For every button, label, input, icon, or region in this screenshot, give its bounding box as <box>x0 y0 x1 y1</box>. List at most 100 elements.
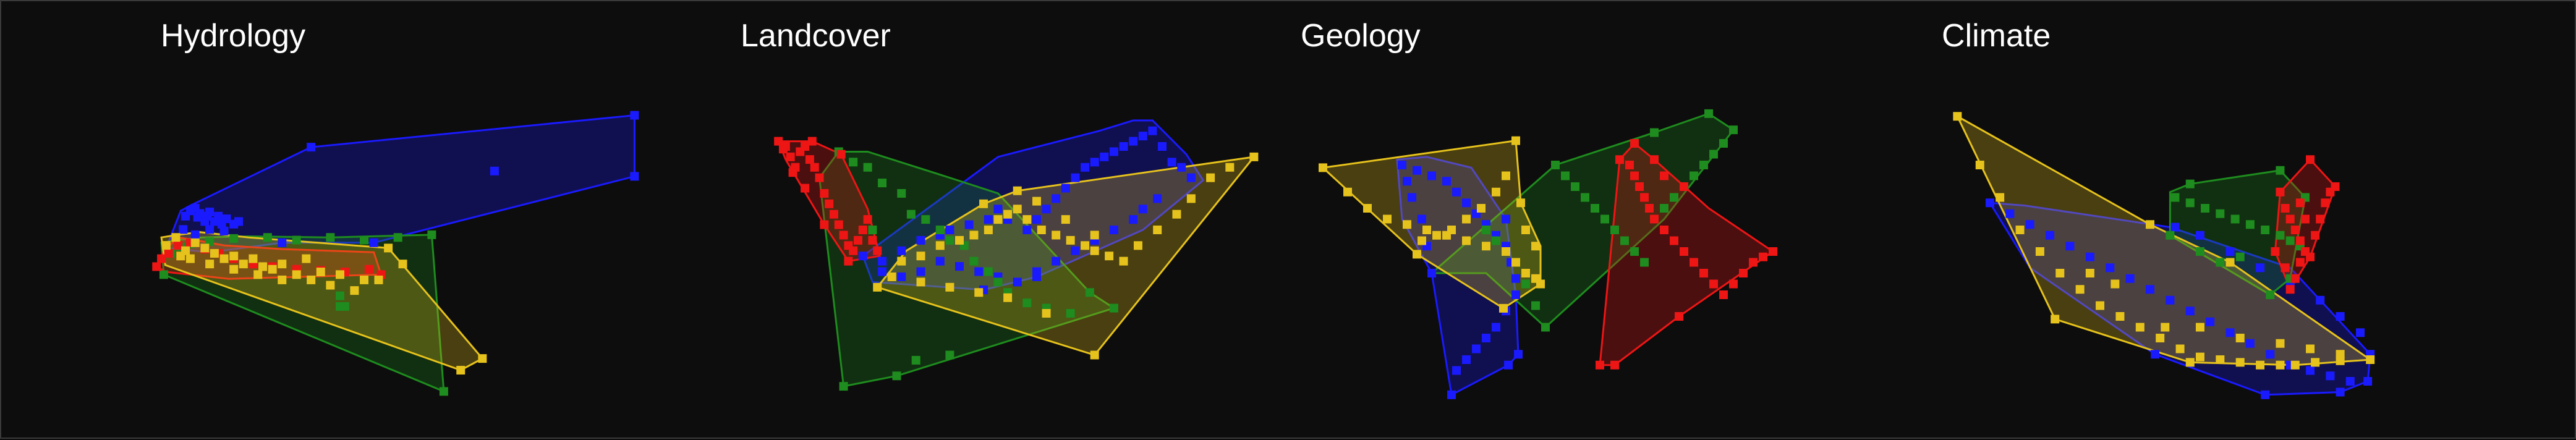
point-series-3 <box>1502 247 1510 256</box>
point-series-0 <box>2125 274 2135 283</box>
point-series-3 <box>229 252 239 261</box>
point-series-3 <box>1061 215 1070 224</box>
point-series-0 <box>2106 263 2115 273</box>
point-series-0 <box>878 267 887 276</box>
point-series-1 <box>984 267 993 276</box>
point-series-0 <box>1186 173 1196 182</box>
point-series-3 <box>2235 334 2245 342</box>
point-series-2 <box>2295 258 2305 267</box>
point-series-3 <box>993 215 1003 224</box>
point-series-2 <box>788 168 797 177</box>
point-series-0 <box>1985 198 1994 208</box>
point-series-1 <box>993 277 1003 287</box>
point-series-3 <box>253 270 263 279</box>
point-series-0 <box>1138 132 1147 141</box>
point-series-3 <box>1037 226 1046 234</box>
point-series-3 <box>249 254 258 263</box>
point-series-0 <box>945 226 954 234</box>
point-series-3 <box>2135 323 2145 332</box>
hull-series-3 <box>1955 114 2373 366</box>
point-series-3 <box>1343 187 1352 197</box>
point-series-1 <box>839 382 848 391</box>
point-series-3 <box>478 354 487 363</box>
point-series-0 <box>214 211 223 221</box>
point-series-3 <box>302 254 311 263</box>
point-series-3 <box>1090 350 1099 360</box>
point-series-1 <box>935 226 945 234</box>
point-series-0 <box>234 217 243 226</box>
point-series-3 <box>2306 344 2315 353</box>
point-series-3 <box>1249 152 1259 161</box>
point-series-2 <box>2316 214 2325 224</box>
point-series-2 <box>1749 258 1758 267</box>
point-series-3 <box>1066 235 1075 245</box>
point-series-2 <box>1769 247 1777 256</box>
point-series-2 <box>844 256 853 266</box>
point-series-0 <box>1052 256 1061 266</box>
point-series-1 <box>2216 258 2225 267</box>
point-series-2 <box>2281 204 2290 213</box>
plot-geology <box>1319 109 1777 399</box>
point-series-3 <box>916 252 925 261</box>
point-series-3 <box>292 270 301 279</box>
point-series-1 <box>911 355 920 365</box>
point-series-3 <box>2035 247 2044 256</box>
point-series-0 <box>1032 272 1041 281</box>
point-series-1 <box>878 179 887 188</box>
point-series-0 <box>1158 142 1167 151</box>
point-series-3 <box>2146 220 2154 229</box>
point-series-2 <box>820 188 829 198</box>
point-series-0 <box>1167 158 1176 167</box>
point-series-1 <box>2185 198 2195 208</box>
point-series-3 <box>1953 112 1962 121</box>
point-series-2 <box>152 262 161 271</box>
point-series-0 <box>2170 222 2180 232</box>
point-series-3 <box>2235 358 2245 367</box>
point-series-0 <box>1052 194 1061 203</box>
point-series-3 <box>897 256 906 266</box>
point-series-1 <box>2266 290 2275 299</box>
point-series-0 <box>1177 163 1186 172</box>
point-series-3 <box>2055 269 2065 277</box>
point-series-1 <box>1610 226 1619 234</box>
point-series-0 <box>916 235 925 245</box>
point-series-0 <box>897 272 906 281</box>
point-series-3 <box>190 238 200 247</box>
point-series-2 <box>2295 198 2305 208</box>
point-series-3 <box>1186 194 1196 203</box>
point-series-0 <box>2206 317 2215 326</box>
point-series-3 <box>955 235 964 245</box>
point-series-0 <box>1090 158 1099 167</box>
point-series-3 <box>456 366 465 375</box>
point-series-3 <box>984 226 993 234</box>
point-series-3 <box>935 241 945 250</box>
point-series-0 <box>897 246 906 255</box>
point-series-3 <box>278 260 287 269</box>
point-series-2 <box>825 199 834 208</box>
point-series-2 <box>2285 285 2295 294</box>
point-series-2 <box>2276 187 2285 197</box>
point-series-2 <box>1650 155 1659 164</box>
point-series-0 <box>1129 137 1138 146</box>
panel-title: Climate <box>1942 18 2051 54</box>
point-series-1 <box>945 235 954 245</box>
point-series-0 <box>1100 152 1109 161</box>
point-series-1 <box>868 226 877 234</box>
point-series-2 <box>1729 279 1738 289</box>
point-series-3 <box>1418 236 1426 245</box>
panel-title: Hydrology <box>161 18 306 54</box>
point-series-3 <box>1090 231 1099 240</box>
point-series-1 <box>1600 214 1609 224</box>
point-series-1 <box>969 256 979 266</box>
point-series-3 <box>2276 339 2285 348</box>
point-series-2 <box>820 220 829 229</box>
point-series-3 <box>1521 269 1530 277</box>
point-series-1 <box>1640 258 1649 267</box>
point-series-3 <box>384 243 393 253</box>
point-series-0 <box>1042 205 1051 214</box>
point-series-3 <box>1447 226 1456 234</box>
panel-geology: Geology <box>1290 1 1934 440</box>
point-series-1 <box>2201 204 2210 213</box>
point-series-2 <box>2321 198 2330 208</box>
